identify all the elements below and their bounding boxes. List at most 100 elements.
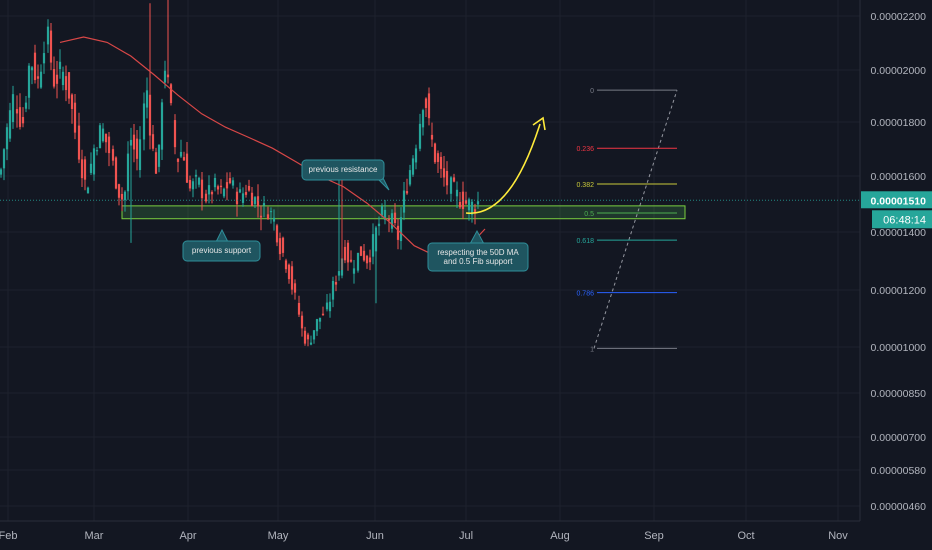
candle-body-80: [247, 185, 251, 191]
candle-body-113: [349, 259, 353, 262]
candle-body-16: [49, 30, 53, 63]
candle-127: [393, 203, 397, 226]
candle-body-45: [138, 139, 142, 171]
candle-body-51: [157, 144, 161, 167]
candle-59: [182, 151, 186, 161]
candle-34: [104, 133, 108, 153]
candle-77: [238, 182, 242, 194]
candle-body-138: [427, 93, 431, 119]
candle-body-53: [163, 70, 167, 83]
candle-115: [356, 252, 360, 273]
candle-109: [337, 170, 341, 281]
y-tick-label-6: 0.00001000: [871, 342, 927, 354]
candle-100: [309, 335, 313, 346]
candle-body-106: [328, 301, 332, 312]
x-axis-panel: [0, 521, 860, 550]
candle-38: [117, 183, 121, 206]
ma50-line: [59, 36, 486, 258]
candle-15: [46, 19, 50, 53]
candle-55: [169, 82, 173, 106]
callout-text-previous-support-0: previous support: [192, 246, 252, 255]
candle-106: [328, 293, 332, 318]
candle-body-8: [24, 102, 28, 109]
x-tick-label-4: Jun: [366, 530, 384, 542]
candle-29: [89, 152, 93, 175]
candle-body-37: [114, 157, 118, 189]
candle-39: [120, 187, 124, 212]
candle-102: [315, 318, 319, 336]
candle-body-65: [200, 179, 204, 199]
candle-4: [11, 85, 15, 129]
candle-body-116: [359, 246, 363, 256]
candle-131: [405, 178, 409, 195]
callout-previous-support: previous support: [182, 228, 261, 262]
callout-text-respecting-ma-fib-1: and 0.5 Fib support: [444, 257, 514, 266]
candle-body-86: [266, 214, 270, 220]
candle-52: [160, 98, 164, 160]
candle-12: [36, 64, 40, 89]
candle-body-22: [67, 72, 71, 99]
candle-body-71: [219, 185, 223, 188]
candle-body-94: [290, 266, 294, 290]
candle-body-59: [182, 157, 186, 161]
candle-113: [349, 250, 353, 263]
x-tick-label-1: Mar: [85, 530, 104, 542]
candle-body-151: [467, 199, 471, 211]
candle-46: [142, 92, 146, 151]
candle-144: [445, 161, 449, 195]
candle-body-154: [476, 201, 480, 205]
candle-body-5: [15, 109, 19, 114]
candle-body-107: [331, 281, 335, 300]
candle-body-144: [445, 170, 449, 186]
candle-97: [300, 311, 304, 337]
candle-114: [352, 260, 356, 284]
y-tick-label-1: 0.00002000: [871, 65, 927, 77]
candle-70: [216, 184, 220, 195]
candle-body-11: [33, 52, 37, 81]
x-tick-label-2: Apr: [179, 530, 196, 542]
annotations: previous support previous resistance respe…: [182, 116, 546, 272]
y-tick-label-5: 0.00001200: [871, 285, 927, 297]
candle-body-115: [356, 252, 360, 271]
candle-body-109: [337, 271, 341, 276]
candle-13: [39, 64, 43, 89]
candle-body-146: [452, 177, 456, 182]
candle-body-143: [442, 168, 446, 178]
candle-body-33: [101, 128, 105, 142]
candle-body-91: [281, 237, 285, 253]
candle-body-26: [80, 159, 84, 179]
candle-63: [194, 169, 198, 189]
candle-body-137: [424, 98, 428, 108]
candle-body-23: [70, 94, 74, 109]
candle-body-57: [176, 158, 180, 162]
countdown-label-text: 06:48:14: [883, 214, 926, 226]
candle-85: [262, 195, 266, 218]
candle-body-10: [30, 67, 34, 71]
candle-45: [138, 126, 142, 178]
candle-134: [414, 144, 418, 170]
candle-66: [204, 189, 208, 204]
candle-body-122: [377, 223, 381, 227]
candle-145: [449, 176, 453, 202]
candle-137: [424, 97, 428, 117]
candle-94: [290, 261, 294, 295]
y-tick-label-3: 0.00001600: [871, 171, 927, 183]
candle-body-128: [396, 225, 400, 240]
candle-body-48: [148, 94, 152, 136]
candle-5: [15, 95, 19, 128]
candle-body-83: [256, 196, 260, 207]
candle-118: [365, 254, 369, 269]
candle-body-61: [188, 179, 192, 189]
candle-67: [207, 175, 211, 204]
fib-level-label-2: 0.382: [576, 182, 594, 189]
candle-112: [346, 240, 350, 271]
candle-body-1: [2, 149, 6, 169]
candle-body-39: [120, 193, 124, 200]
candle-126: [390, 209, 394, 233]
candle-75: [231, 177, 235, 189]
candle-117: [362, 243, 366, 262]
candle-body-76: [235, 191, 239, 205]
candle-93: [287, 263, 291, 284]
candle-37: [114, 156, 118, 190]
